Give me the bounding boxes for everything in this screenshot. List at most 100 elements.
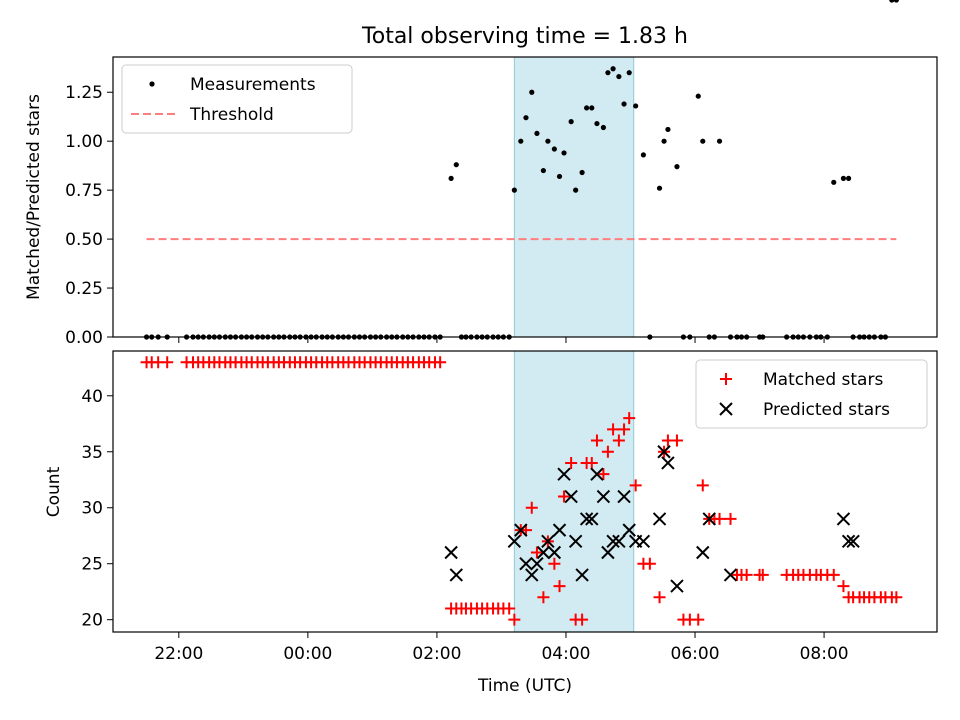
y-tick-label: 35 bbox=[81, 443, 103, 463]
ratio-marks bbox=[143, 0, 899, 340]
measurement-point bbox=[529, 89, 535, 95]
ratio-y-axis: 0.00 0.25 0.50 0.75 1.00 1.25 bbox=[65, 83, 113, 348]
matched-star-point bbox=[713, 512, 726, 525]
matched-star-point bbox=[537, 591, 550, 604]
matched-star-point bbox=[618, 423, 631, 436]
observing-window-highlight bbox=[513, 350, 635, 633]
measurement-point bbox=[656, 185, 663, 191]
measurement-point bbox=[610, 66, 616, 72]
x-tick-label: 00:00 bbox=[283, 644, 332, 664]
observing-window-highlight bbox=[513, 56, 635, 338]
count-axes-frame bbox=[112, 350, 938, 633]
y-tick-label: 40 bbox=[81, 387, 103, 407]
measurement-point bbox=[665, 126, 671, 133]
count-y-axis-label: Count bbox=[44, 466, 64, 517]
chart-title: Total observing time = 1.83 h bbox=[361, 24, 688, 49]
predicted-star-point bbox=[552, 523, 567, 537]
measurement-point bbox=[518, 138, 524, 144]
matched-star-point bbox=[724, 512, 737, 525]
matched-star-point bbox=[548, 557, 561, 570]
predicted-star-point bbox=[568, 534, 583, 549]
matched-star-point bbox=[696, 479, 709, 492]
predicted-star-point bbox=[444, 545, 458, 560]
y-tick-label: 20 bbox=[81, 611, 103, 631]
y-tick-label: 0.25 bbox=[65, 279, 103, 299]
measurement-point bbox=[621, 101, 627, 107]
measurement-point bbox=[561, 150, 567, 156]
matched-star-point bbox=[653, 591, 666, 604]
predicted-star-point bbox=[612, 534, 626, 549]
predicted-star-point bbox=[449, 568, 463, 582]
predicted-star-point bbox=[617, 489, 631, 504]
predicted-star-point bbox=[696, 545, 710, 560]
predicted-star-point bbox=[670, 579, 684, 593]
count-panel: 20 25 30 35 40 22:00 00:00 02:00 04:00 06:00 08:0… bbox=[44, 350, 938, 696]
measurement-point bbox=[674, 164, 680, 170]
predicted-star-point bbox=[657, 445, 671, 459]
ratio-axes-frame bbox=[112, 56, 938, 338]
measurement-point bbox=[584, 105, 590, 111]
matched-star-point bbox=[558, 490, 571, 503]
measurement-point bbox=[889, 0, 895, 3]
matched-star-point bbox=[576, 613, 589, 626]
measurement-point bbox=[568, 119, 574, 125]
predicted-star-point bbox=[702, 512, 716, 526]
matched-star-point bbox=[629, 479, 642, 492]
matched-star-point bbox=[553, 580, 566, 593]
measurement-point bbox=[551, 146, 557, 152]
count-y-axis: 20 25 30 35 40 bbox=[81, 387, 113, 631]
predicted-star-point bbox=[590, 467, 604, 481]
predicted-star-point bbox=[547, 545, 562, 560]
legend-matched-marker bbox=[720, 373, 732, 385]
predicted-star-point bbox=[525, 568, 539, 582]
measurement-point bbox=[600, 124, 606, 131]
legend-measurements-marker bbox=[149, 81, 155, 87]
ratio-x-ticks bbox=[178, 337, 825, 343]
measurement-point bbox=[700, 138, 706, 144]
predicted-star-point bbox=[519, 557, 533, 571]
matched-star-point bbox=[503, 602, 516, 615]
y-tick-label: 0.50 bbox=[65, 230, 103, 250]
measurement-point bbox=[453, 162, 459, 168]
measurement-point bbox=[616, 73, 622, 80]
x-axis-label: Time (UTC) bbox=[477, 676, 572, 696]
measurement-point bbox=[545, 138, 551, 144]
measurement-point bbox=[511, 187, 517, 193]
measurement-point bbox=[579, 169, 585, 176]
y-tick-label: 1.25 bbox=[65, 83, 103, 103]
y-tick-label: 0.75 bbox=[65, 181, 103, 201]
y-tick-label: 1.00 bbox=[65, 132, 103, 152]
matched-star-point bbox=[890, 591, 903, 604]
ratio-panel: 0.00 0.25 0.50 0.75 1.00 1.25 Matched/Predict… bbox=[24, 0, 938, 348]
predicted-star-point bbox=[601, 545, 615, 560]
predicted-star-point bbox=[606, 534, 620, 549]
measurement-point bbox=[640, 152, 647, 158]
measurement-point bbox=[633, 103, 639, 109]
predicted-star-point bbox=[564, 489, 578, 504]
legend-measurements-label: Measurements bbox=[190, 75, 316, 95]
measurement-point bbox=[840, 175, 847, 181]
matched-star-point bbox=[601, 445, 614, 458]
matched-star-point bbox=[585, 456, 598, 469]
predicted-star-point bbox=[596, 489, 611, 504]
x-axis: 22:00 00:00 02:00 04:00 06:00 08:00 bbox=[154, 632, 849, 664]
measurement-point bbox=[573, 187, 579, 193]
predicted-star-point bbox=[622, 523, 636, 537]
legend-predicted-label: Predicted stars bbox=[763, 400, 890, 420]
predicted-star-point bbox=[507, 534, 522, 549]
predicted-star-point bbox=[841, 534, 856, 549]
legend-predicted-marker bbox=[719, 402, 733, 416]
measurement-point bbox=[534, 130, 540, 136]
predicted-star-point bbox=[636, 534, 651, 549]
matched-star-point bbox=[565, 456, 578, 469]
ratio-legend-box bbox=[121, 64, 353, 134]
x-tick-label: 02:00 bbox=[412, 644, 461, 664]
measurement-point bbox=[661, 138, 667, 144]
matched-star-point bbox=[692, 613, 705, 626]
matched-star-point bbox=[597, 468, 610, 481]
count-marks bbox=[140, 356, 903, 626]
measurement-point bbox=[626, 70, 632, 76]
predicted-star-point bbox=[723, 568, 738, 582]
predicted-star-point bbox=[579, 512, 594, 526]
matched-star-point bbox=[161, 356, 174, 369]
